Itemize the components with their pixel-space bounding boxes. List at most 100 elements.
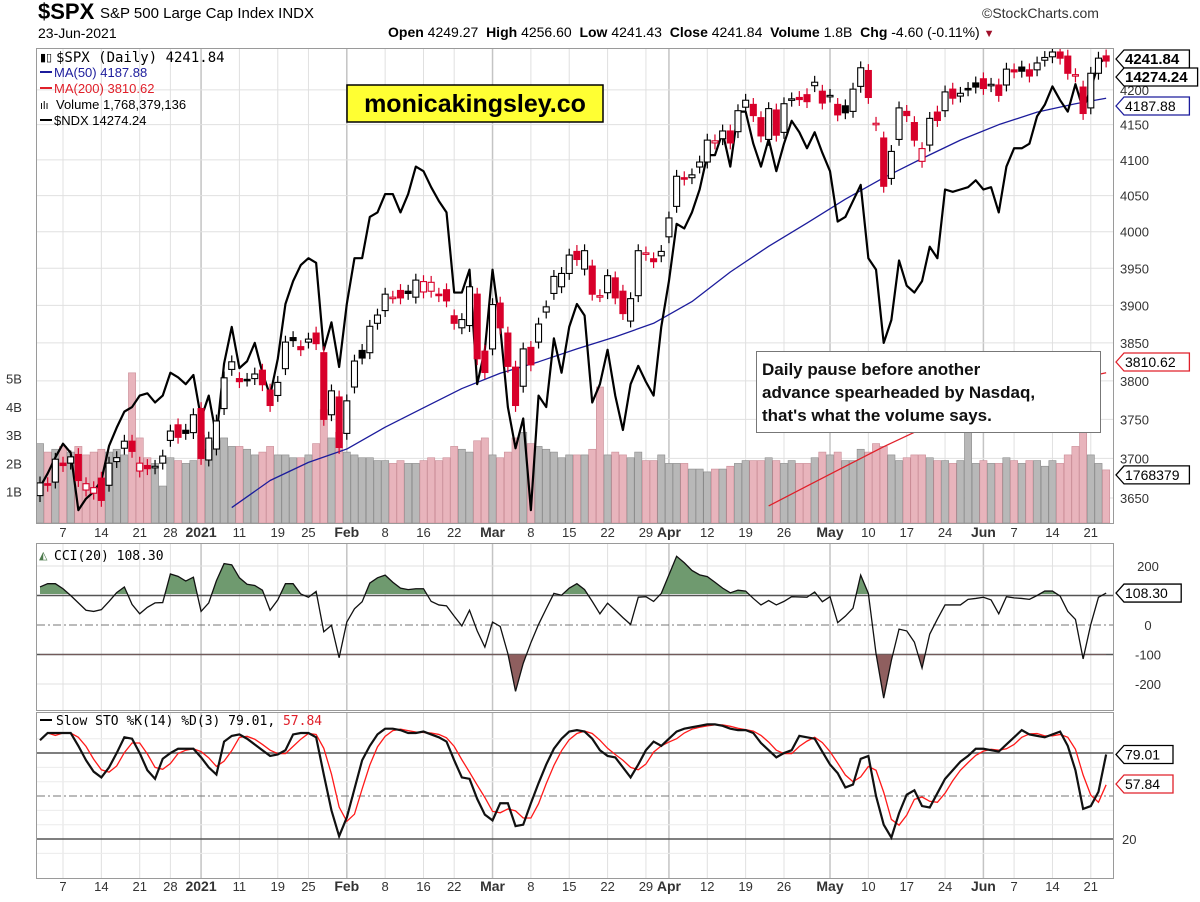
candle <box>458 313 466 335</box>
volume-bar <box>411 463 420 523</box>
volume-bar <box>764 457 773 523</box>
candle <box>1056 49 1064 65</box>
price-tick-label: 4100 <box>1120 153 1149 168</box>
volume-label: Volume <box>770 24 820 40</box>
candle <box>534 317 543 349</box>
candle <box>297 340 305 357</box>
candle-body <box>903 110 911 117</box>
volume-bar <box>948 463 957 523</box>
candle-body <box>1094 57 1103 74</box>
volume-tick-label: 4B <box>6 400 22 415</box>
candle-body <box>1087 72 1095 109</box>
x-tick-label: 10 <box>861 879 875 894</box>
symbol-name: S&P 500 Large Cap Index INDX <box>100 5 315 22</box>
candle-body <box>1010 69 1018 73</box>
candle <box>872 116 880 132</box>
cci-tick-label: 0 <box>1144 618 1151 633</box>
candle <box>74 448 82 487</box>
volume-bar <box>1086 454 1095 523</box>
candle-body <box>803 94 811 103</box>
volume-bar <box>941 460 949 523</box>
ma50-line-path <box>231 97 1107 509</box>
volume-bar <box>910 454 919 523</box>
stockcharts-brand[interactable]: ©StockCharts.com <box>982 5 1099 21</box>
volume-bar <box>404 463 413 523</box>
candle-body <box>757 117 765 137</box>
volume-bar <box>112 448 121 523</box>
volume-bar <box>511 437 520 523</box>
ndx-value-tag-box <box>1115 67 1199 87</box>
x-tick-label: Apr <box>657 524 682 540</box>
volume-bar <box>1094 463 1103 523</box>
volume-bar <box>994 463 1003 523</box>
candle-body <box>634 250 642 297</box>
candle <box>604 269 612 300</box>
candle <box>128 434 136 458</box>
candle <box>550 270 558 300</box>
candle <box>281 335 289 376</box>
volume-bars-icon: ılı <box>40 100 49 112</box>
ohlc-summary: Open 4249.27 High 4256.60 Low 4241.43 Cl… <box>388 24 995 42</box>
volume-bar <box>174 460 182 523</box>
x-tick-label: 25 <box>301 525 315 540</box>
volume-bar <box>465 451 474 523</box>
volume-bar <box>273 454 282 523</box>
candle-body <box>258 369 266 386</box>
candle-body <box>105 462 113 486</box>
candle <box>1010 63 1018 79</box>
candle <box>481 344 489 379</box>
close-value: 4241.84 <box>711 24 763 40</box>
candle <box>734 104 742 139</box>
candle-body <box>933 111 941 122</box>
annotation-line-2: advance spearheaded by Nasdaq, <box>762 383 1035 402</box>
candle-body <box>857 67 865 87</box>
candle <box>949 82 957 105</box>
volume-bar <box>925 457 934 523</box>
candle <box>742 93 750 114</box>
candle <box>619 284 627 320</box>
volume-bar <box>572 454 581 523</box>
volume-bar <box>718 468 727 523</box>
candle-body <box>251 373 259 380</box>
candle <box>220 371 228 415</box>
candle-body <box>289 337 297 342</box>
volume-bar <box>457 448 466 523</box>
candle <box>818 84 826 110</box>
volume-tick-label: 5B <box>6 372 22 387</box>
x-tick-label: 22 <box>447 525 461 540</box>
volume-bar <box>665 463 673 523</box>
candle-body <box>872 122 880 126</box>
volume-bar <box>419 460 428 523</box>
candle-body <box>604 275 612 294</box>
volume-bar <box>557 457 566 523</box>
close-value-tag-box <box>1115 49 1191 69</box>
volume-bar <box>695 468 704 523</box>
candle <box>37 476 44 503</box>
candle <box>1033 56 1041 77</box>
candle-body <box>795 96 803 101</box>
candle <box>772 103 780 142</box>
candle <box>880 131 888 193</box>
candle-body <box>304 338 313 343</box>
legend-ma200: MA(200) 3810.62 <box>54 81 154 96</box>
candle-body <box>642 252 650 255</box>
candle-body <box>37 482 44 497</box>
candle-body <box>841 105 849 114</box>
x-tick-label: 14 <box>1045 525 1059 540</box>
volume-bar <box>158 485 167 523</box>
candle-body <box>205 437 213 461</box>
candle-body <box>1033 62 1041 71</box>
candle <box>97 471 105 507</box>
candle <box>182 423 190 440</box>
x-tick-label: 21 <box>1084 525 1098 540</box>
candle-body <box>366 325 374 354</box>
volume-bar <box>856 448 865 523</box>
candle <box>688 168 696 185</box>
candle-body <box>74 453 82 482</box>
volume-bar <box>818 451 827 523</box>
x-tick-label: 7 <box>1010 879 1017 894</box>
candle-body <box>588 265 596 295</box>
annotation-line-1: Daily pause before another <box>762 360 981 379</box>
candle <box>864 64 872 104</box>
legend-ndx: $NDX 14274.24 <box>54 113 147 128</box>
